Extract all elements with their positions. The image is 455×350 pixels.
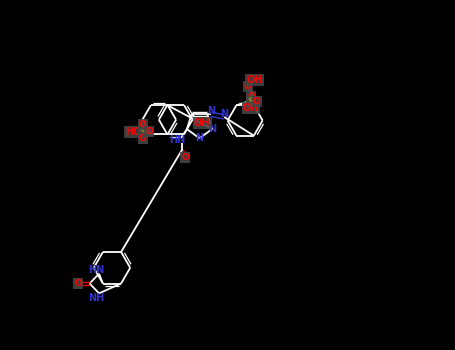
Text: HO: HO xyxy=(126,127,142,137)
Text: O: O xyxy=(244,82,252,91)
Text: N: N xyxy=(207,106,215,116)
Text: S: S xyxy=(248,97,255,107)
Text: O: O xyxy=(139,120,147,129)
Text: N: N xyxy=(220,109,228,119)
Text: O: O xyxy=(253,97,261,106)
Text: N: N xyxy=(208,124,216,134)
Text: HN: HN xyxy=(88,265,104,274)
Text: N: N xyxy=(196,133,203,143)
Text: OH: OH xyxy=(243,103,259,113)
Text: O: O xyxy=(247,92,255,101)
Text: OH: OH xyxy=(246,75,263,85)
Text: O: O xyxy=(181,153,189,162)
Text: NH: NH xyxy=(88,293,104,302)
Text: S: S xyxy=(139,127,147,137)
Text: O: O xyxy=(75,279,82,288)
Text: O: O xyxy=(145,127,153,136)
Text: HN: HN xyxy=(169,134,186,145)
Text: OH: OH xyxy=(194,118,210,128)
Text: O: O xyxy=(139,134,147,143)
